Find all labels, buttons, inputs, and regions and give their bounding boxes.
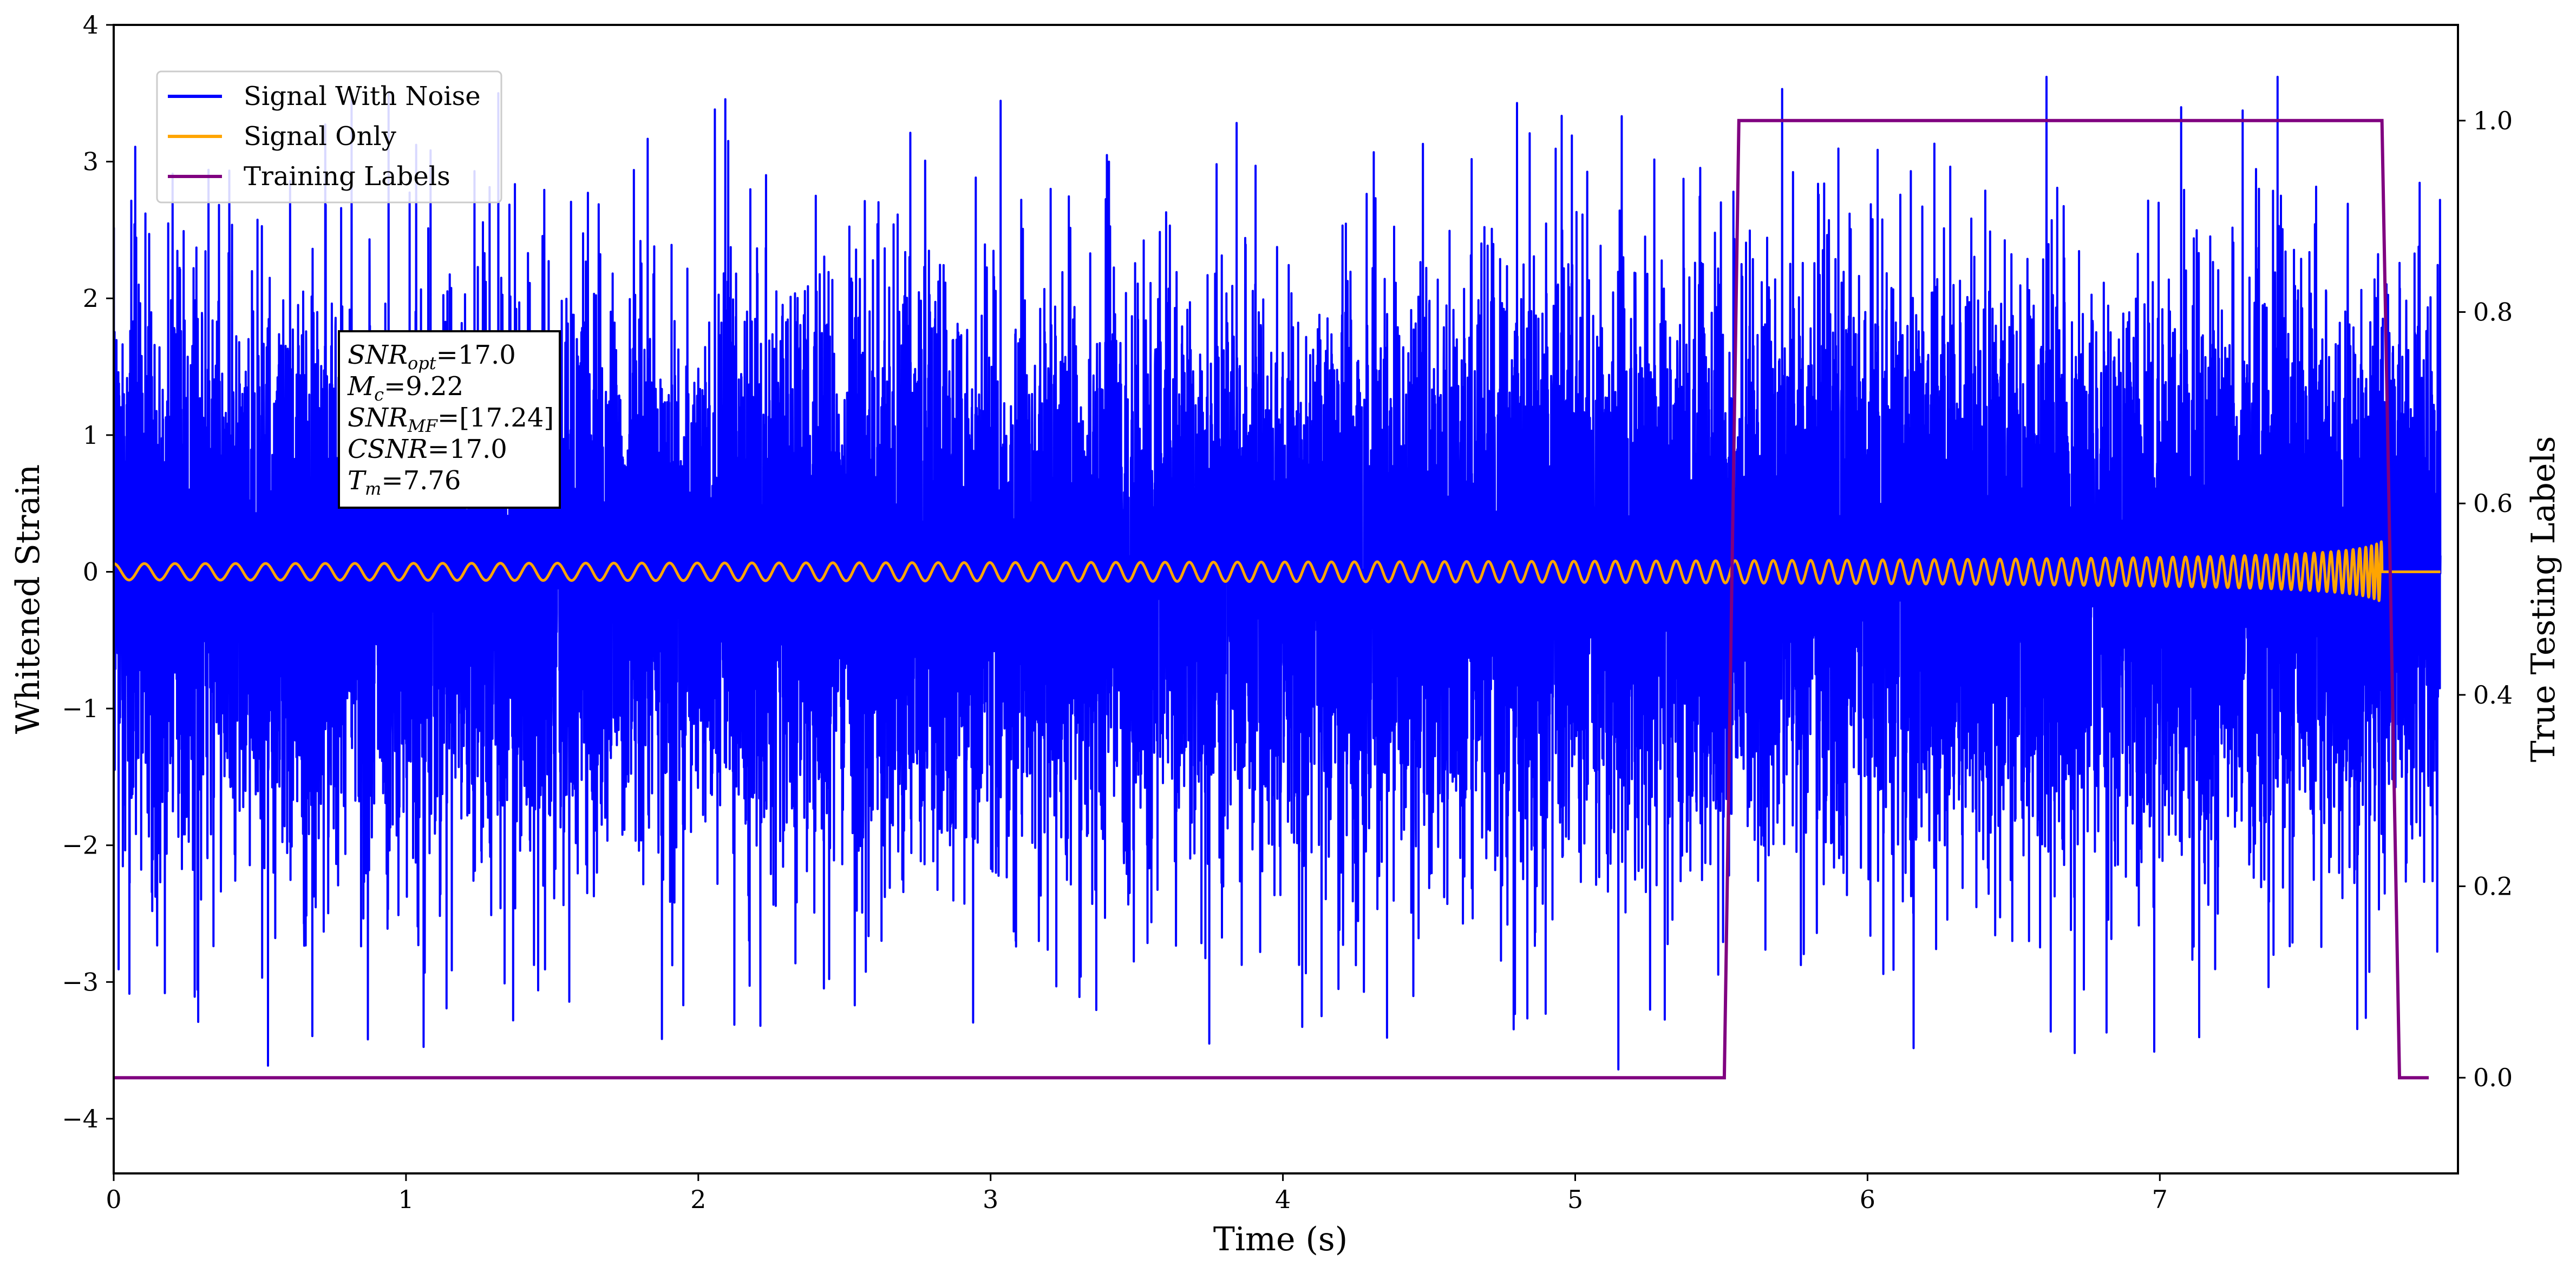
y-axis-right: 0.0 0.2 0.4 0.6 0.8 1.0 <box>2458 106 2513 1092</box>
y2-tick-label: 0.4 <box>2473 680 2513 710</box>
series-line-signal-only <box>114 540 2442 602</box>
x-axis-title: Time (s) <box>1213 1220 1348 1258</box>
annotation-line: SNRMF=[17.24] <box>348 403 554 436</box>
annotation-line: CSNR=17.0 <box>348 434 507 464</box>
y-axis-title: Whitened Strain <box>9 464 47 734</box>
annotation-line: Mc=9.22 <box>347 371 463 405</box>
x-tick-label: 7 <box>2152 1185 2168 1214</box>
x-tick-label: 3 <box>983 1185 998 1214</box>
y2-tick-label: 1.0 <box>2473 106 2513 135</box>
y-tick-label: 1 <box>83 421 99 450</box>
y-tick-label: −1 <box>62 694 99 723</box>
y-tick-label: −4 <box>62 1104 99 1133</box>
x-tick-label: 6 <box>1860 1185 1875 1214</box>
x-tick-label: 4 <box>1275 1185 1291 1214</box>
legend-label-signal-with-noise: Signal With Noise <box>244 81 481 111</box>
y-tick-label: −3 <box>62 967 99 996</box>
annotation-line: SNRopt=17.0 <box>348 340 516 373</box>
y2-tick-label: 0.2 <box>2473 872 2513 901</box>
legend-label-training-labels: Training Labels <box>244 161 450 192</box>
x-tick-label: 5 <box>1567 1185 1583 1214</box>
plot-area <box>114 76 2442 1080</box>
y-tick-label: −2 <box>62 831 99 860</box>
y2-tick-label: 0.0 <box>2473 1063 2513 1092</box>
x-tick-label: 0 <box>106 1185 121 1214</box>
x-axis: 0 1 2 3 4 5 6 7 <box>106 1173 2168 1214</box>
series-line-training-labels <box>114 119 2429 1080</box>
legend-box <box>156 70 502 204</box>
y-tick-label: 4 <box>83 10 99 40</box>
y2-tick-label: 0.6 <box>2473 489 2513 518</box>
series-line-signal-with-noise <box>114 76 2442 1071</box>
y-tick-label: 3 <box>83 147 99 176</box>
y2-axis-title: True Testing Labels <box>2525 436 2562 763</box>
legend: Signal With Noise Signal Only Training L… <box>156 70 502 204</box>
plot-frame <box>113 24 2459 1174</box>
annotation-box: SNRopt=17.0Mc=9.22SNRMF=[17.24]CSNR=17.0… <box>338 330 561 509</box>
y-tick-label: 2 <box>83 284 99 313</box>
y-tick-label: 0 <box>83 557 99 586</box>
annotation-frame <box>338 330 561 509</box>
x-tick-label: 2 <box>690 1185 706 1214</box>
y2-tick-label: 0.8 <box>2473 298 2513 327</box>
y-axis-left: −4 −3 −2 −1 0 1 2 3 4 <box>62 10 114 1133</box>
x-tick-label: 1 <box>398 1185 414 1214</box>
annotation-line: Tm=7.76 <box>348 465 461 499</box>
legend-label-signal-only: Signal Only <box>244 121 396 152</box>
